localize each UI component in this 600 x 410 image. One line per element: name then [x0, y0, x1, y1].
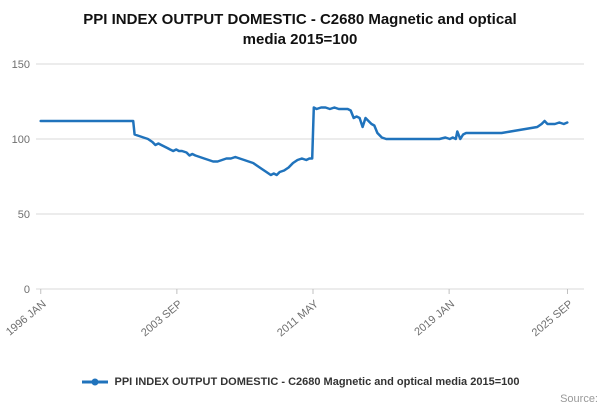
x-axis-tick-label: 2011 MAY — [275, 297, 321, 339]
chart-svg: 0 50 100 150 1996 JAN 2003 SEP 2011 MAY 2019 J… — [4, 59, 584, 339]
y-axis-tick-label: 50 — [18, 209, 30, 221]
x-axis-tick-label: 2003 SEP — [139, 298, 185, 339]
x-axis-ticks — [40, 288, 568, 294]
x-axis-tick-label: 1996 JAN — [4, 298, 49, 338]
gridlines — [36, 63, 584, 289]
legend-line-marker — [81, 378, 108, 386]
chart-card: PPI INDEX OUTPUT DOMESTIC - C2680 Magnet… — [0, 10, 600, 405]
x-axis-labels: 1996 JAN 2003 SEP 2011 MAY 2019 JAN 2025 SEP — [4, 297, 575, 339]
source-label: Source: — [560, 393, 598, 405]
x-axis-tick-label: 2019 JAN — [412, 298, 457, 338]
line-series — [39, 105, 569, 176]
y-axis-tick-label: 150 — [12, 59, 30, 71]
y-axis-labels: 0 50 100 150 — [12, 59, 30, 296]
y-axis-tick-label: 0 — [24, 284, 30, 296]
legend-item[interactable]: PPI INDEX OUTPUT DOMESTIC - C2680 Magnet… — [0, 376, 600, 388]
chart-title: PPI INDEX OUTPUT DOMESTIC - C2680 Magnet… — [83, 11, 517, 49]
x-axis-tick-label: 2025 SEP — [530, 298, 576, 339]
legend-label: PPI INDEX OUTPUT DOMESTIC - C2680 Magnet… — [114, 376, 520, 388]
y-axis-tick-label: 100 — [12, 134, 30, 146]
